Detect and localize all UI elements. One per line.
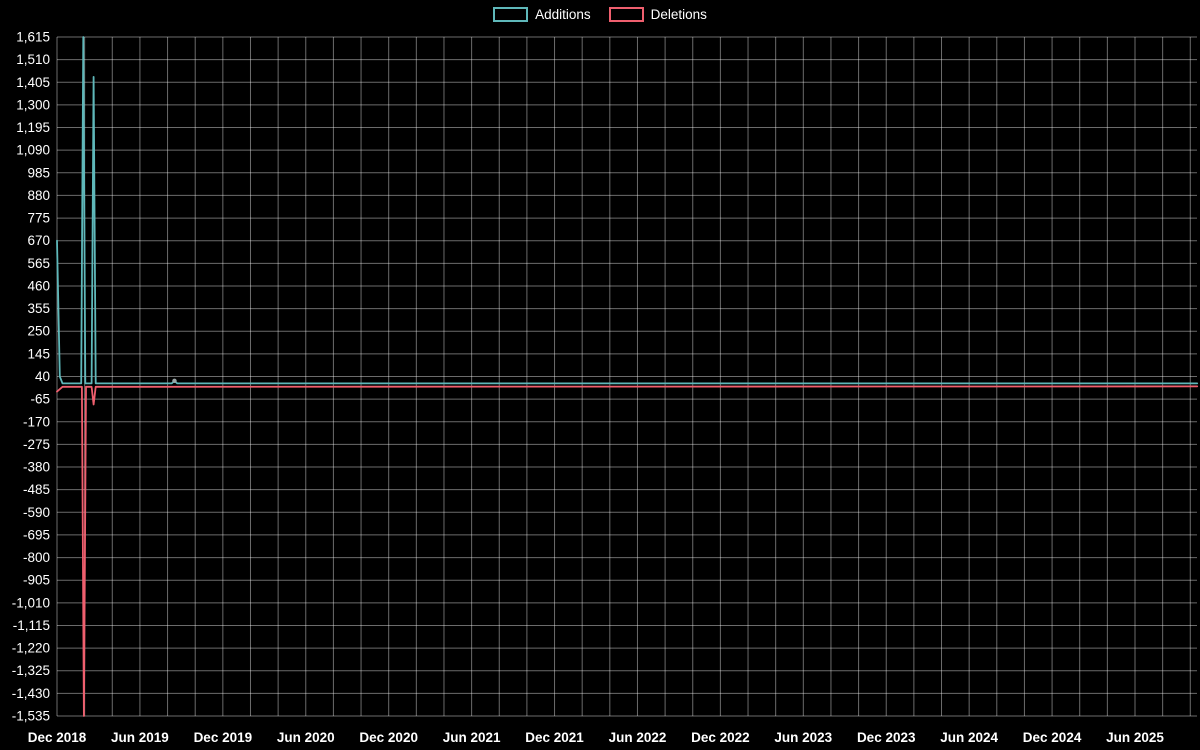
y-tick-label: -800 xyxy=(23,550,50,565)
y-tick-label: 355 xyxy=(27,301,50,316)
y-axis-labels: 1,615 1,510 1,405 1,300 1,195 1,090 985 880 775 6… xyxy=(12,30,50,724)
x-tick-label: Dec 2018 xyxy=(28,730,87,745)
y-tick-label: -905 xyxy=(23,573,50,588)
x-tick-label: Jun 2021 xyxy=(443,730,501,745)
x-tick-label: Jun 2022 xyxy=(609,730,667,745)
y-tick-label: -695 xyxy=(23,527,50,542)
y-tick-label: 985 xyxy=(27,165,50,180)
x-tick-label: Jun 2020 xyxy=(277,730,335,745)
y-tick-label: -170 xyxy=(23,414,50,429)
x-tick-label: Dec 2023 xyxy=(857,730,916,745)
y-tick-label: 775 xyxy=(27,211,50,226)
legend-item-deletions[interactable]: Deletions xyxy=(608,7,707,22)
y-tick-label: 1,510 xyxy=(16,52,50,67)
x-tick-label: Dec 2021 xyxy=(525,730,584,745)
y-tick-label: -1,535 xyxy=(12,709,50,724)
y-tick-label: 1,615 xyxy=(16,30,50,45)
x-tick-label: Jun 2023 xyxy=(774,730,832,745)
y-tick-label: 250 xyxy=(27,324,50,339)
y-tick-label: 40 xyxy=(35,369,50,384)
deletions-swatch-icon xyxy=(608,7,644,22)
y-tick-label: -65 xyxy=(30,392,50,407)
x-axis-labels: Dec 2018 Jun 2019 Dec 2019 Jun 2020 Dec 2020… xyxy=(28,730,1165,745)
legend-label-additions: Additions xyxy=(535,7,591,22)
y-tick-label: -1,430 xyxy=(12,686,50,701)
x-tick-label: Dec 2020 xyxy=(359,730,418,745)
y-tick-label: 1,405 xyxy=(16,75,50,90)
y-tick-label: -380 xyxy=(23,460,50,475)
data-point-marker[interactable] xyxy=(172,378,177,384)
y-tick-label: 880 xyxy=(27,188,50,203)
series-line-deletions xyxy=(56,385,1199,717)
y-tick-label: 1,195 xyxy=(16,120,50,135)
x-tick-label: Jun 2024 xyxy=(940,730,998,745)
y-tick-label: -1,325 xyxy=(12,663,50,678)
x-tick-label: Jun 2025 xyxy=(1106,730,1164,745)
y-tick-label: 565 xyxy=(27,256,50,271)
gridlines xyxy=(56,36,1197,717)
additions-swatch-icon xyxy=(493,7,529,22)
y-tick-label: 1,300 xyxy=(16,97,50,112)
y-tick-label: -590 xyxy=(23,505,50,520)
y-tick-label: 145 xyxy=(27,346,50,361)
legend-label-deletions: Deletions xyxy=(650,7,707,22)
y-tick-label: -485 xyxy=(23,482,50,497)
legend-item-additions[interactable]: Additions xyxy=(493,7,591,22)
y-tick-label: -1,010 xyxy=(12,595,50,610)
y-tick-label: -275 xyxy=(23,437,50,452)
y-tick-label: -1,115 xyxy=(13,618,50,633)
x-tick-label: Dec 2019 xyxy=(194,730,253,745)
y-tick-label: 670 xyxy=(27,233,50,248)
y-tick-label: -1,220 xyxy=(12,641,50,656)
y-tick-label: 1,090 xyxy=(16,143,50,158)
x-tick-label: Jun 2019 xyxy=(111,730,169,745)
x-tick-label: Dec 2024 xyxy=(1023,730,1082,745)
y-tick-label: 460 xyxy=(27,278,50,293)
x-tick-label: Dec 2022 xyxy=(691,730,750,745)
chart-legend: Additions Deletions xyxy=(0,7,1200,22)
